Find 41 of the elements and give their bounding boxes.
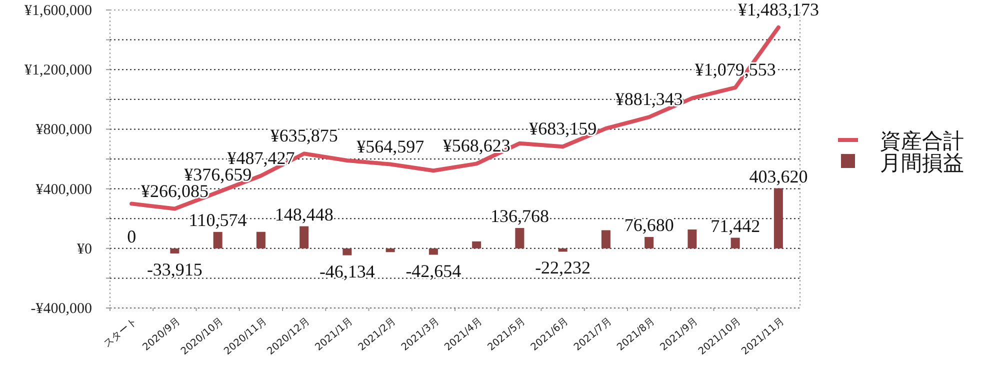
bar: [558, 248, 568, 252]
data-label: ¥568,623: [442, 136, 510, 156]
data-label: -46,134: [319, 261, 375, 282]
bar: [515, 228, 524, 248]
y-tick-label: ¥800,000: [36, 122, 92, 138]
data-label: 71,442: [710, 216, 760, 236]
data-label: 76,680: [624, 214, 674, 235]
data-label: -42,654: [406, 260, 462, 281]
data-label: 110,574: [188, 210, 247, 230]
bar: [170, 248, 180, 254]
bar: [300, 226, 309, 248]
bar: [428, 248, 438, 255]
bar: [774, 188, 783, 248]
x-tick-label: スタート: [102, 316, 140, 350]
bar: [213, 232, 222, 248]
data-label: ¥635,875: [270, 126, 338, 146]
data-label: ¥683,159: [529, 118, 597, 139]
data-label: 148,448: [274, 204, 334, 224]
y-tick-label: ¥1,600,000: [24, 3, 92, 19]
bar: [256, 232, 266, 248]
y-tick-label: ¥1,200,000: [24, 62, 92, 79]
data-label: -33,915: [146, 259, 202, 280]
bar: [472, 241, 482, 248]
data-label: ¥564,597: [356, 136, 424, 156]
y-tick-label: -¥400,000: [30, 301, 92, 317]
legend-label: 資産合計: [880, 129, 964, 153]
data-label: 136,768: [490, 206, 549, 226]
data-label: 403,620: [749, 166, 808, 186]
bar: [601, 230, 610, 248]
bar: [688, 229, 697, 248]
data-label: 0: [127, 226, 136, 246]
bar: [730, 238, 740, 248]
bar: [386, 248, 395, 252]
legend-label: 月間損益: [880, 151, 964, 175]
data-label: ¥881,343: [615, 89, 683, 110]
data-label: ¥1,483,173: [738, 0, 819, 20]
y-tick-label: ¥0: [77, 241, 92, 258]
bar: [342, 248, 352, 256]
data-label: -22,232: [535, 258, 591, 278]
y-tick-label: ¥400,000: [36, 182, 92, 198]
bar: [644, 236, 654, 248]
